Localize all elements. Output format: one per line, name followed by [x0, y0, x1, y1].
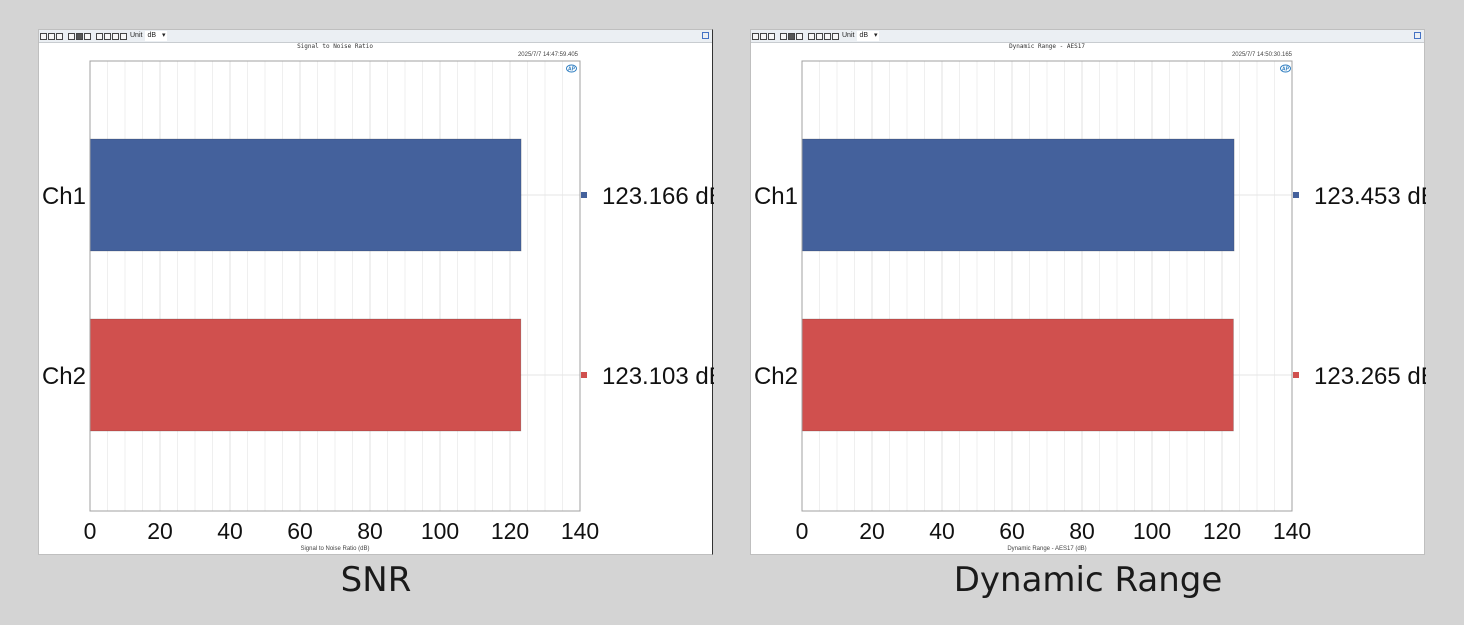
- options-icon[interactable]: [832, 32, 839, 40]
- x-tick-label: 100: [1133, 518, 1171, 544]
- popout-icon[interactable]: [1414, 32, 1421, 39]
- legend-icon[interactable]: [808, 32, 815, 40]
- category-label: Ch2: [754, 363, 798, 390]
- x-axis-title: Dynamic Range - AES17 (dB): [1007, 546, 1087, 552]
- svg-text:AP: AP: [568, 67, 576, 73]
- x-tick-label: 100: [421, 518, 459, 544]
- legend-marker: [581, 192, 587, 198]
- legend-icon[interactable]: [96, 32, 103, 40]
- unit-select[interactable]: dB ▾: [145, 31, 168, 41]
- x-tick-label: 120: [1203, 518, 1241, 544]
- dynamic-range-caption: Dynamic Range: [953, 560, 1223, 600]
- copy-icon[interactable]: [48, 32, 55, 40]
- unit-select[interactable]: dB ▾: [857, 31, 880, 41]
- graph-title: Signal to Noise Ratio: [297, 43, 373, 50]
- graph-toolbar: Unit dB ▾: [751, 30, 1424, 43]
- save-icon[interactable]: [40, 32, 47, 40]
- settings-icon[interactable]: [104, 32, 111, 40]
- legend-marker: [1293, 372, 1299, 378]
- dynamic-range-graph-panel: Unit dB ▾ Dynamic Range - AES17 2025/7/7 …: [750, 29, 1426, 555]
- copy-icon[interactable]: [760, 32, 767, 40]
- save-icon[interactable]: [752, 32, 759, 40]
- unit-label: Unit: [842, 32, 855, 39]
- zoom-icon[interactable]: [68, 32, 75, 40]
- zoom-icon[interactable]: [780, 32, 787, 40]
- x-tick-label: 60: [287, 518, 313, 544]
- value-label: 123.166 dB: [602, 183, 714, 210]
- fit-icon[interactable]: [84, 32, 91, 40]
- bar-ch1: [801, 138, 1235, 252]
- x-tick-label: 40: [217, 518, 243, 544]
- pan-icon[interactable]: [76, 32, 83, 40]
- ap-logo-icon: AP: [566, 64, 577, 73]
- fit-icon[interactable]: [796, 32, 803, 40]
- x-tick-label: 140: [561, 518, 599, 544]
- snr-caption: SNR: [340, 560, 412, 600]
- legend-marker: [581, 372, 587, 378]
- category-label: Ch2: [42, 363, 86, 390]
- graph-title: Dynamic Range - AES17: [1009, 43, 1085, 50]
- category-label: Ch1: [754, 183, 798, 210]
- x-tick-label: 80: [1069, 518, 1095, 544]
- pan-icon[interactable]: [788, 32, 795, 40]
- svg-text:AP: AP: [1282, 67, 1290, 73]
- print-icon[interactable]: [768, 32, 775, 40]
- snr-graph-panel: Unit dB ▾ Signal to Noise Ratio 2025/7/7 …: [38, 29, 714, 555]
- plot-border: [89, 60, 581, 512]
- unit-select-value: dB: [147, 32, 157, 39]
- print-icon[interactable]: [56, 32, 63, 40]
- x-tick-label: 20: [147, 518, 173, 544]
- value-label: 123.453 dB: [1314, 183, 1426, 210]
- cursor-icon[interactable]: [824, 32, 831, 40]
- unit-select-value: dB: [859, 32, 869, 39]
- category-label: Ch1: [42, 183, 86, 210]
- bar-chart: Ch1 123.453 dB Ch2 123.265 dB 0 20 40 60 80 100 12…: [754, 60, 1426, 544]
- x-tick-label: 20: [859, 518, 885, 544]
- ap-logo-icon: AP: [1280, 64, 1291, 73]
- value-label: 123.265 dB: [1314, 363, 1426, 390]
- x-tick-label: 140: [1273, 518, 1311, 544]
- x-tick-label: 0: [84, 518, 97, 544]
- chevron-down-icon: ▾: [873, 32, 878, 39]
- bar-ch2: [801, 318, 1234, 432]
- bar-ch1: [89, 138, 522, 252]
- x-axis-title: Signal to Noise Ratio (dB): [300, 546, 370, 552]
- x-tick-label: 0: [796, 518, 809, 544]
- graph-toolbar: Unit dB ▾: [39, 30, 712, 43]
- bar-chart: Ch1 123.166 dB Ch2 123.103 dB 0 20 40 60 80 100 12…: [42, 60, 714, 544]
- x-tick-label: 40: [929, 518, 955, 544]
- x-tick-label: 60: [999, 518, 1025, 544]
- plot-border: [801, 60, 1293, 512]
- value-label: 123.103 dB: [602, 363, 714, 390]
- graph-timestamp: 2025/7/7 14:47:59.405: [517, 52, 578, 58]
- options-icon[interactable]: [120, 32, 127, 40]
- graph-timestamp: 2025/7/7 14:50:30.165: [1231, 52, 1292, 58]
- unit-label: Unit: [130, 32, 143, 39]
- settings-icon[interactable]: [816, 32, 823, 40]
- cursor-icon[interactable]: [112, 32, 119, 40]
- chevron-down-icon: ▾: [161, 32, 166, 39]
- bar-ch2: [89, 318, 522, 432]
- x-tick-label: 80: [357, 518, 383, 544]
- legend-marker: [1293, 192, 1299, 198]
- x-tick-label: 120: [491, 518, 529, 544]
- popout-icon[interactable]: [702, 32, 709, 39]
